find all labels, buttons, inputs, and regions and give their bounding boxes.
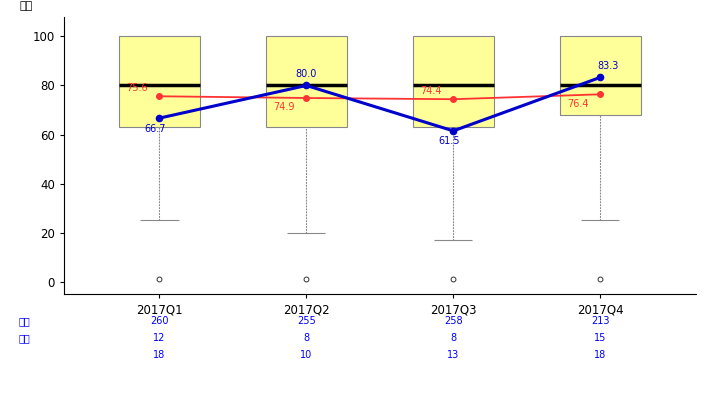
Text: 66.7: 66.7 [144,123,165,134]
Text: 10: 10 [300,350,312,360]
Text: 15: 15 [594,333,606,343]
Text: 258: 258 [444,316,463,326]
Text: 分母: 分母 [19,333,31,343]
Text: 74.4: 74.4 [420,87,442,96]
Text: 74.9: 74.9 [273,102,295,112]
Bar [119,37,200,127]
Text: 12: 12 [153,333,165,343]
Text: 76.4: 76.4 [567,99,589,109]
Text: 83.3: 83.3 [597,61,618,71]
Text: 18: 18 [594,350,606,360]
Bar [413,37,493,127]
Text: 13: 13 [447,350,459,360]
Text: ％－: ％－ [20,1,33,11]
Text: 80.0: 80.0 [295,69,317,79]
Text: 255: 255 [297,316,316,326]
Text: 260: 260 [151,316,169,326]
Text: 一般: 一般 [19,316,31,326]
Text: 75.6: 75.6 [126,84,148,93]
Bar [560,37,640,115]
Bar [266,37,346,127]
Text: 213: 213 [591,316,609,326]
Text: 8: 8 [450,333,457,343]
Text: 18: 18 [153,350,165,360]
Text: 8: 8 [303,333,310,343]
Text: 61.5: 61.5 [438,136,459,146]
